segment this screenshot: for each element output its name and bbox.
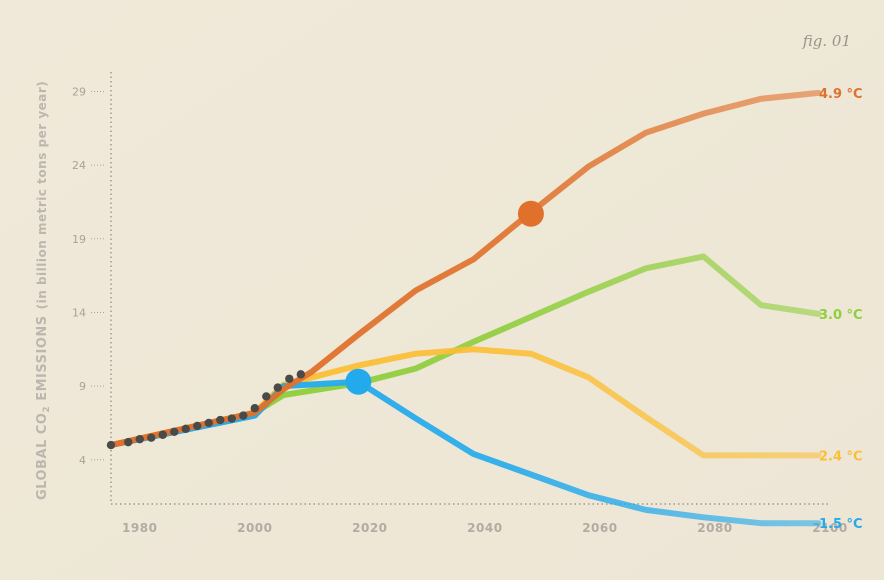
series-line-4-9-C [108,89,822,449]
historical-point [181,424,190,434]
series-end-label: 3.0 °C [819,308,863,323]
x-tick-label: 2060 [582,521,617,535]
historical-point [193,421,202,431]
y-tick-label: 14 [72,306,86,319]
y-axis-label-subscript: 2 [42,406,52,413]
y-tick-label: 19 [72,233,86,246]
y-tick-label: 24 [72,159,86,172]
figure-label: fig. 01 [802,32,851,50]
y-tick-label: 29 [72,85,86,98]
series-marker [345,368,372,395]
y-axis-label: GLOBAL CO2 EMISSIONS (in billion metric t… [35,81,52,500]
historical-point [296,370,306,379]
y-axis-label-suffix: EMISSIONS [35,315,50,405]
series-end-label: 2.4 °C [819,449,863,464]
historical-point [106,440,116,450]
historical-point [250,404,259,413]
historical-point [124,437,133,447]
historical-point [285,374,294,383]
series-labels: 4.9 °C 3.0 °C 2.4 °C 1.5 °C [819,87,863,532]
historical-data [106,370,306,450]
historical-point [227,414,236,423]
historical-point [204,418,213,428]
x-tick-label: 2080 [697,521,732,535]
series-markers [345,200,544,395]
y-tick-label: 4 [79,454,86,467]
x-tick-label: 2020 [352,521,387,535]
x-tick-label: 2040 [467,521,502,535]
historical-point [239,411,248,420]
historical-point [158,430,167,439]
series-end-label: 1.5 °C [819,517,863,532]
x-tick-label: 2000 [237,521,272,535]
y-ticks: 4 9 14 19 24 29 [72,85,106,467]
series-end-label: 4.9 °C [819,87,863,102]
x-ticks: 1980 2000 2020 2040 2060 2080 2100 [122,521,847,535]
historical-point [262,392,271,401]
historical-point [216,415,225,425]
y-axis-label-main: GLOBAL CO [35,413,50,500]
historical-point [147,433,156,442]
series-line-3-0-C [108,253,822,449]
historical-point [135,434,144,444]
historical-point [273,383,283,392]
x-tick-label: 1980 [122,521,157,535]
y-tick-label: 9 [79,380,86,393]
series-marker [517,200,544,227]
axes [110,72,830,505]
historical-point [170,427,179,437]
y-axis-label-units: (in billion metric tons per year) [35,81,49,310]
